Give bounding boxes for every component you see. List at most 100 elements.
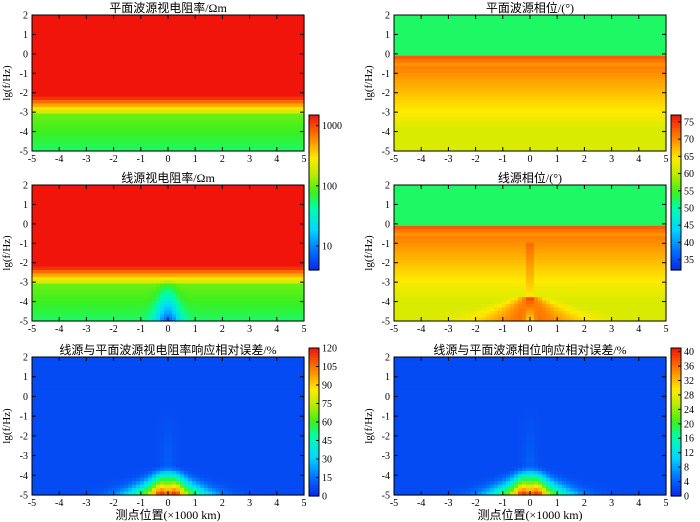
heatmap-cell	[116, 83, 121, 87]
heatmap-cell	[176, 144, 181, 149]
heatmap-cell	[188, 96, 193, 101]
heatmap-cell	[64, 117, 69, 121]
heatmap-cell	[264, 103, 269, 108]
heatmap-cell	[100, 137, 105, 142]
heatmap-cell	[68, 55, 73, 60]
heatmap-cell	[144, 38, 149, 43]
heatmap-cell	[398, 55, 403, 60]
heatmap-cell	[486, 96, 491, 101]
heatmap-cell	[168, 42, 173, 47]
heatmap-cell	[200, 86, 205, 91]
heatmap-cell	[538, 96, 543, 101]
heatmap-cell	[494, 25, 499, 30]
heatmap-cell	[510, 18, 515, 23]
heatmap-cell	[208, 96, 213, 101]
heatmap-cell	[64, 42, 69, 47]
heatmap-cell	[96, 100, 101, 104]
heatmap-cell	[100, 113, 105, 118]
heatmap-cell	[224, 52, 229, 57]
heatmap-cell	[100, 42, 105, 47]
heatmap-cell	[208, 89, 213, 94]
heatmap-cell	[502, 59, 507, 64]
x-tick-label: 0	[166, 154, 171, 165]
heatmap-cell	[292, 79, 297, 84]
heatmap-cell	[510, 69, 515, 74]
heatmap-cell	[494, 110, 499, 115]
heatmap-cell	[260, 86, 265, 91]
heatmap-cell	[446, 106, 451, 111]
heatmap-cell	[84, 144, 89, 149]
heatmap-cell	[626, 103, 631, 108]
heatmap-cell	[538, 72, 543, 77]
heatmap-cell	[72, 59, 77, 64]
heatmap-cell	[474, 96, 479, 101]
heatmap-cell	[184, 32, 189, 36]
heatmap-cell	[550, 93, 555, 98]
heatmap-cell	[92, 25, 97, 30]
heatmap-cell	[474, 110, 479, 115]
heatmap-cell	[506, 38, 511, 43]
heatmap-cell	[638, 18, 643, 23]
heatmap-cell	[606, 28, 611, 33]
heatmap-cell	[180, 15, 185, 19]
heatmap-cell	[642, 93, 647, 98]
heatmap-cell	[200, 49, 205, 53]
heatmap-cell	[68, 18, 73, 23]
heatmap-cell	[228, 79, 233, 84]
heatmap-cell	[204, 45, 209, 50]
heatmap-cell	[176, 69, 181, 74]
heatmap-cell	[76, 21, 81, 26]
heatmap-cell	[232, 76, 237, 81]
heatmap-cell	[244, 123, 249, 128]
heatmap-cell	[414, 76, 419, 81]
heatmap-cell	[590, 120, 595, 125]
heatmap-cell	[502, 28, 507, 33]
heatmap-cell	[414, 25, 419, 30]
heatmap-cell	[236, 76, 241, 81]
heatmap-cell	[228, 15, 233, 19]
heatmap-cell	[284, 89, 289, 94]
heatmap-cell	[474, 45, 479, 50]
heatmap-cell	[96, 83, 101, 87]
heatmap-cell	[650, 21, 655, 26]
heatmap-cell	[212, 79, 217, 84]
heatmap-cell	[296, 96, 301, 101]
heatmap-cell	[434, 96, 439, 101]
heatmap-cell	[534, 96, 539, 101]
heatmap-cell	[88, 117, 93, 121]
heatmap-cell	[192, 72, 197, 77]
heatmap-cell	[100, 86, 105, 91]
heatmap-cell	[160, 59, 165, 64]
heatmap-cell	[164, 83, 169, 87]
heatmap-cell	[96, 144, 101, 149]
heatmap-cell	[458, 110, 463, 115]
heatmap-cell	[164, 130, 169, 135]
heatmap-cell	[514, 59, 519, 64]
heatmap-cell	[96, 66, 101, 70]
heatmap-cell	[514, 120, 519, 125]
heatmap-cell	[216, 59, 221, 64]
heatmap-cell	[228, 62, 233, 67]
heatmap-cell	[164, 18, 169, 23]
heatmap-cell	[40, 137, 45, 142]
heatmap-cell	[196, 59, 201, 64]
heatmap-cell	[658, 55, 663, 60]
heatmap-cell	[646, 45, 651, 50]
heatmap-cell	[406, 38, 411, 43]
heatmap-cell	[44, 59, 49, 64]
heatmap-cell	[486, 55, 491, 60]
heatmap-cell	[144, 127, 149, 132]
heatmap-cell	[590, 35, 595, 40]
heatmap-cell	[422, 25, 427, 30]
heatmap-cell	[502, 110, 507, 115]
heatmap-cell	[184, 52, 189, 57]
heatmap-cell	[212, 59, 217, 64]
heatmap-cell	[462, 117, 467, 121]
heatmap-cell	[586, 93, 591, 98]
heatmap-cell	[172, 110, 177, 115]
x-tick-label: -5	[28, 154, 36, 165]
heatmap-cell	[418, 32, 423, 36]
heatmap-cell	[208, 49, 213, 53]
heatmap-cell	[164, 134, 169, 138]
heatmap-cell	[446, 79, 451, 84]
